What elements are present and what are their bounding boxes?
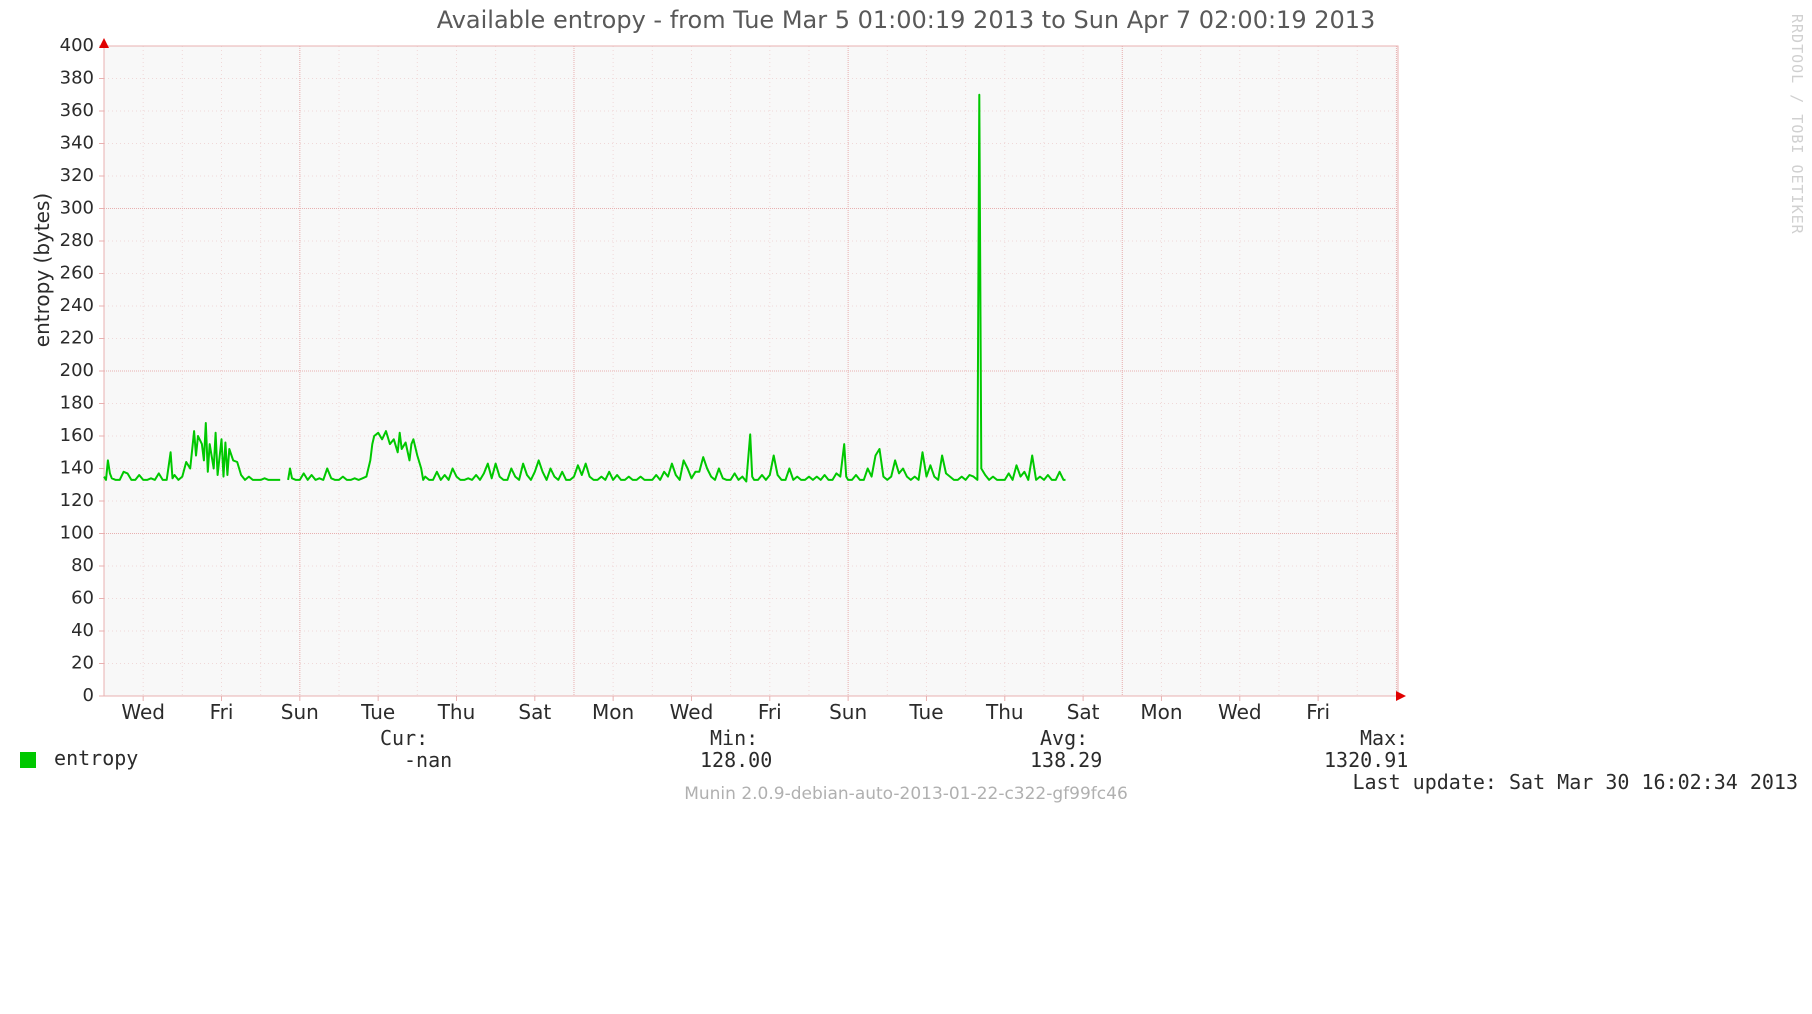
svg-text:60: 60: [71, 588, 94, 609]
svg-text:Sun: Sun: [829, 700, 867, 724]
svg-text:280: 280: [60, 230, 94, 251]
svg-text:80: 80: [71, 555, 94, 576]
svg-text:160: 160: [60, 425, 94, 446]
svg-text:Mon: Mon: [592, 700, 634, 724]
svg-text:180: 180: [60, 393, 94, 414]
svg-text:40: 40: [71, 620, 94, 641]
svg-text:300: 300: [60, 198, 94, 219]
svg-text:380: 380: [60, 68, 94, 89]
svg-text:Fri: Fri: [210, 700, 234, 724]
svg-text:Sat: Sat: [518, 700, 551, 724]
svg-text:Tue: Tue: [360, 700, 395, 724]
chart-svg: 0 20 40 60 80 100 120 140 160 180 200 220 240 260 280 3…: [0, 0, 1812, 810]
svg-text:220: 220: [60, 328, 94, 349]
svg-text:Wed: Wed: [1218, 700, 1262, 724]
svg-text:Thu: Thu: [985, 700, 1024, 724]
svg-text:340: 340: [60, 133, 94, 154]
svg-text:Wed: Wed: [670, 700, 714, 724]
stats-value-avg: 138.29: [1030, 748, 1102, 772]
svg-text:Fri: Fri: [1306, 700, 1330, 724]
stats-value-max: 1320.91: [1324, 748, 1408, 772]
svg-text:Wed: Wed: [121, 700, 165, 724]
svg-text:Thu: Thu: [437, 700, 476, 724]
legend-series-label: entropy: [54, 746, 138, 770]
stats-value-min: 128.00: [700, 748, 772, 772]
svg-text:320: 320: [60, 165, 94, 186]
svg-text:400: 400: [60, 35, 94, 56]
svg-text:Mon: Mon: [1140, 700, 1182, 724]
svg-text:200: 200: [60, 360, 94, 381]
svg-text:140: 140: [60, 458, 94, 479]
chart-container: Available entropy - from Tue Mar 5 01:00…: [0, 0, 1812, 1014]
svg-text:Tue: Tue: [908, 700, 943, 724]
svg-text:360: 360: [60, 100, 94, 121]
svg-text:0: 0: [83, 685, 94, 706]
svg-text:Sun: Sun: [281, 700, 319, 724]
svg-text:120: 120: [60, 490, 94, 511]
svg-text:100: 100: [60, 523, 94, 544]
svg-text:20: 20: [71, 653, 94, 674]
legend-swatch: [20, 752, 36, 768]
svg-text:Sat: Sat: [1067, 700, 1100, 724]
svg-text:260: 260: [60, 263, 94, 284]
svg-text:Fri: Fri: [758, 700, 782, 724]
svg-text:240: 240: [60, 295, 94, 316]
stats-value-cur: -nan: [404, 748, 452, 772]
munin-version: Munin 2.0.9-debian-auto-2013-01-22-c322-…: [0, 784, 1812, 804]
